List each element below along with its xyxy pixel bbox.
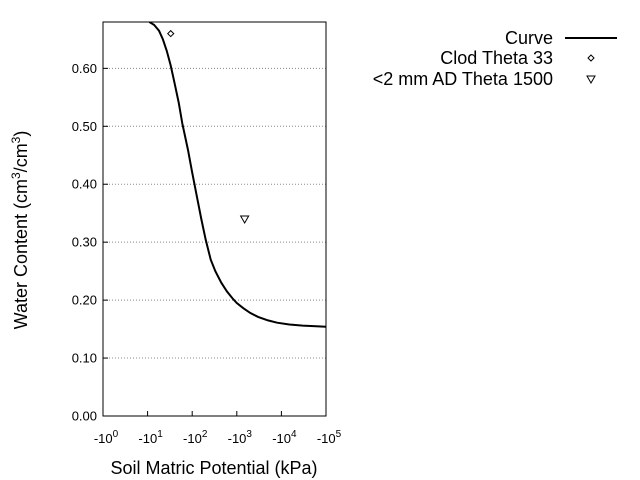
y-tick-label-1: 0.10 <box>72 351 97 366</box>
y-tick-label-2: 0.20 <box>72 293 97 308</box>
plot-area-frame <box>102 21 327 417</box>
y-axis-title-main: Water Content (cm <box>11 179 31 329</box>
y-axis-title: Water Content (cm3/cm3) <box>9 131 31 330</box>
x-tick-label-base-4: -10 <box>272 431 291 446</box>
x-tick-label-5: -105 <box>317 429 342 446</box>
series-curve-line <box>148 22 326 328</box>
y-tick-label-3: 0.30 <box>72 235 97 250</box>
x-axis-title: Soil Matric Potential (kPa) <box>110 458 317 478</box>
legend-label-0: Curve <box>505 28 553 48</box>
legend-swatch-1 <box>587 54 595 62</box>
x-tick-label-exp-1: 1 <box>157 429 163 440</box>
x-tick-label-2: -102 <box>183 429 208 446</box>
x-tick-label-0: -100 <box>94 429 119 446</box>
x-tick-label-1: -101 <box>138 429 163 446</box>
x-tick-label-3: -103 <box>228 429 253 446</box>
y-tick-label-5: 0.50 <box>72 119 97 134</box>
series-layer <box>148 22 326 328</box>
y-tick-label-6: 0.60 <box>72 61 97 76</box>
y-axis-ticks: 0.00 0.10 0.20 0.30 0.40 0.50 0.60 <box>72 61 108 424</box>
x-tick-label-base-3: -10 <box>228 431 247 446</box>
legend-label-1: Clod Theta 33 <box>440 48 553 68</box>
series-1-point-0 <box>167 29 175 38</box>
legend-swatch-2 <box>586 75 596 85</box>
y-tick-label-0: 0.00 <box>72 409 97 424</box>
x-tick-label-exp-5: 5 <box>336 429 342 440</box>
series-2-point-0 <box>239 215 250 225</box>
x-tick-label-exp-2: 2 <box>202 429 208 440</box>
x-tick-label-4: -104 <box>272 429 297 446</box>
x-tick-label-base-1: -10 <box>138 431 157 446</box>
y-axis-title-end: ) <box>11 131 31 137</box>
x-tick-label-base-2: -10 <box>183 431 202 446</box>
legend-label-2: <2 mm AD Theta 1500 <box>373 69 553 89</box>
x-axis-ticks: -100 -101 -102 -103 -104 -105 <box>94 411 342 446</box>
y-axis-title-mid: /cm <box>11 143 31 172</box>
x-tick-label-base-5: -10 <box>317 431 336 446</box>
y-axis-title-sup2: 3 <box>9 136 23 143</box>
y-axis-title-sup1: 3 <box>9 172 23 179</box>
y-tick-label-4: 0.40 <box>72 177 97 192</box>
x-tick-label-exp-3: 3 <box>246 429 252 440</box>
x-tick-label-base-0: -10 <box>94 431 113 446</box>
gridlines <box>103 67 326 359</box>
x-tick-label-exp-0: 0 <box>113 429 119 440</box>
x-tick-label-exp-4: 4 <box>291 429 297 440</box>
